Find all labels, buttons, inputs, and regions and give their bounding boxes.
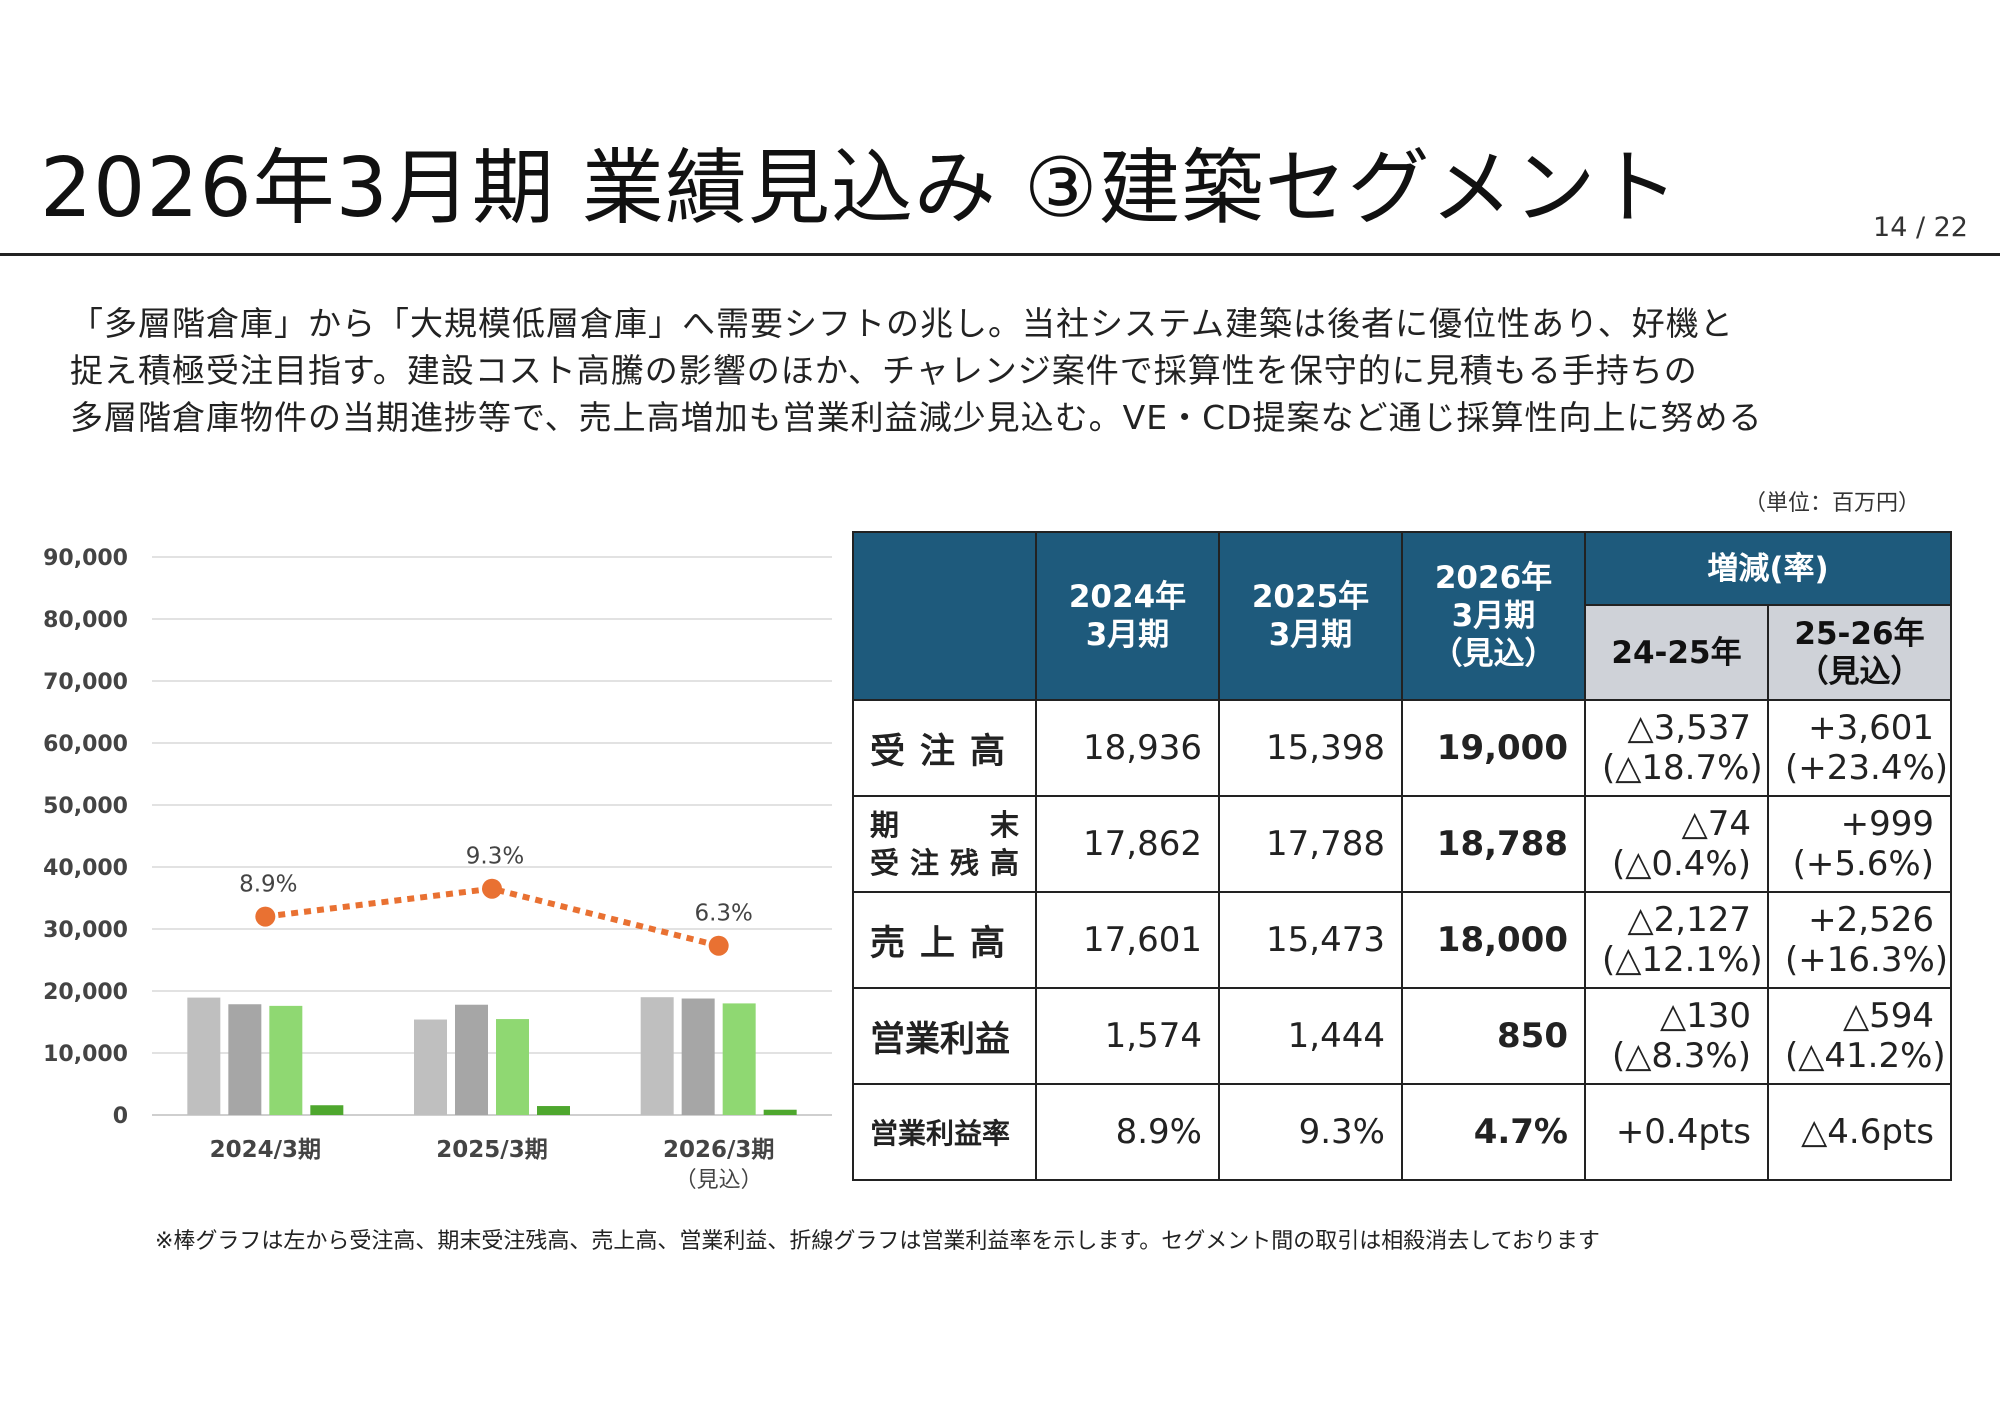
- header-blank: [852, 531, 1037, 701]
- x-tick-label: 2025/3期: [436, 1137, 547, 1163]
- header-2025: 2025年 3月期: [1218, 531, 1403, 701]
- header-change-25-26: 25-26年 （見込）: [1767, 604, 1952, 701]
- cell-value: 18,788: [1401, 795, 1586, 893]
- cell-value: 8.9%: [1035, 1083, 1220, 1181]
- row-label-orders: 受注高: [852, 699, 1037, 797]
- cell-value: 15,473: [1218, 891, 1403, 989]
- bar: [640, 997, 674, 1115]
- bar: [455, 1004, 488, 1115]
- margin-data-label: 9.3%: [466, 844, 524, 870]
- header-2026: 2026年 3月期 （見込）: [1401, 531, 1586, 701]
- cell-change: △3,537 (△18.7%): [1584, 699, 1769, 797]
- page-title: 2026年3月期 業績見込み ③建築セグメント: [40, 141, 1680, 236]
- y-tick-label: 40,000: [43, 856, 128, 881]
- results-table: 2024年 3月期 2025年 3月期 2026年 3月期 （見込） 増減(率) 24-…: [852, 531, 1952, 1181]
- cell-value: 9.3%: [1218, 1083, 1403, 1181]
- cell-value: 18,936: [1035, 699, 1220, 797]
- table-row: 受注高 18,936 15,398 19,000 △3,537 (△18.7%) …: [852, 699, 1952, 797]
- cell-value: 17,862: [1035, 795, 1220, 893]
- description: 「多層階倉庫」から「大規模低層倉庫」へ需要シフトの兆し。当社システム建築は後者に…: [70, 300, 1970, 441]
- y-tick-label: 20,000: [43, 980, 128, 1005]
- cell-change: +999 (+5.6%): [1767, 795, 1952, 893]
- bar: [537, 1106, 570, 1115]
- segment-chart: 0 10,000 20,000 30,000 40,000 50,000 60,000 70,…: [43, 546, 832, 1193]
- description-line: 「多層階倉庫」から「大規模低層倉庫」へ需要シフトの兆し。当社システム建築は後者に…: [70, 304, 1734, 343]
- margin-point: [255, 906, 276, 927]
- x-tick-label: 2026/3期: [663, 1137, 774, 1163]
- cell-change: △4.6pts: [1767, 1083, 1952, 1181]
- row-label-backlog: 期末 受注残高: [852, 795, 1037, 893]
- cell-value: 4.7%: [1401, 1083, 1586, 1181]
- cell-change: +0.4pts: [1584, 1083, 1769, 1181]
- y-tick-label: 30,000: [43, 918, 128, 943]
- bar: [722, 1003, 756, 1115]
- row-label-operating-margin: 営業利益率: [852, 1083, 1037, 1181]
- margin-point: [482, 878, 502, 899]
- header-change-24-25: 24-25年: [1584, 604, 1769, 701]
- y-tick-label: 60,000: [43, 732, 128, 757]
- margin-data-label: 6.3%: [694, 901, 752, 927]
- y-tick-label: 90,000: [43, 546, 128, 571]
- cell-change: △130 (△8.3%): [1584, 987, 1769, 1085]
- bar: [681, 998, 715, 1115]
- cell-value: 19,000: [1401, 699, 1586, 797]
- cell-change: +2,526 (+16.3%): [1767, 891, 1952, 989]
- cell-change: +3,601 (+23.4%): [1767, 699, 1952, 797]
- cell-value: 1,444: [1218, 987, 1403, 1085]
- header-change: 増減(率): [1584, 531, 1952, 606]
- y-tick-label: 80,000: [43, 608, 128, 633]
- header-2024: 2024年 3月期: [1035, 531, 1220, 701]
- y-tick-label: 70,000: [43, 670, 128, 695]
- bar: [414, 1019, 447, 1115]
- bar: [310, 1105, 344, 1115]
- x-tick-label: 2024/3期: [210, 1137, 321, 1163]
- page-number: 14 / 22: [1873, 212, 1968, 243]
- description-line: 多層階倉庫物件の当期進捗等で、売上高増加も営業利益減少見込む。VE・CD提案など…: [70, 398, 1763, 437]
- bar: [228, 1004, 262, 1115]
- description-line: 捉え積極受注目指す。建設コスト高騰の影響のほか、チャレンジ案件で採算性を保守的に…: [70, 351, 1698, 390]
- row-label-operating-profit: 営業利益: [852, 987, 1037, 1085]
- cell-change: △74 (△0.4%): [1584, 795, 1769, 893]
- title-divider: [0, 253, 2000, 256]
- x-tick-sublabel: （見込）: [675, 1168, 763, 1193]
- bar: [763, 1109, 797, 1115]
- bar: [496, 1019, 529, 1115]
- cell-value: 850: [1401, 987, 1586, 1085]
- bar: [269, 1005, 303, 1115]
- cell-value: 18,000: [1401, 891, 1586, 989]
- bar: [187, 997, 221, 1115]
- y-tick-label: 50,000: [43, 794, 128, 819]
- cell-value: 17,788: [1218, 795, 1403, 893]
- margin-data-label: 8.9%: [239, 872, 297, 898]
- cell-value: 1,574: [1035, 987, 1220, 1085]
- footnote: ※棒グラフは左から受注高、期末受注残高、売上高、営業利益、折線グラフは営業利益率…: [155, 1229, 1600, 1254]
- margin-point: [708, 935, 729, 956]
- cell-change: △2,127 (△12.1%): [1584, 891, 1769, 989]
- cell-value: 17,601: [1035, 891, 1220, 989]
- row-label-sales: 売上高: [852, 891, 1037, 989]
- unit-note: （単位：百万円）: [1743, 491, 1920, 516]
- cell-change: △594 (△41.2%): [1767, 987, 1952, 1085]
- table-row: 営業利益率 8.9% 9.3% 4.7% +0.4pts △4.6pts: [852, 1083, 1952, 1181]
- y-tick-label: 10,000: [43, 1042, 128, 1067]
- table-row: 営業利益 1,574 1,444 850 △130 (△8.3%) △594 (△4…: [852, 987, 1952, 1085]
- table-subheader-row: 24-25年 25-26年 （見込）: [853, 604, 1952, 701]
- cell-value: 15,398: [1218, 699, 1403, 797]
- table-row: 売上高 17,601 15,473 18,000 △2,127 (△12.1%) …: [852, 891, 1952, 989]
- table-row: 期末 受注残高 17,862 17,788 18,788 △74 (△0.4%) …: [852, 795, 1952, 893]
- table-header-row: 2024年 3月期 2025年 3月期 2026年 3月期 （見込） 増減(率): [852, 531, 1952, 701]
- y-tick-label: 0: [113, 1104, 128, 1129]
